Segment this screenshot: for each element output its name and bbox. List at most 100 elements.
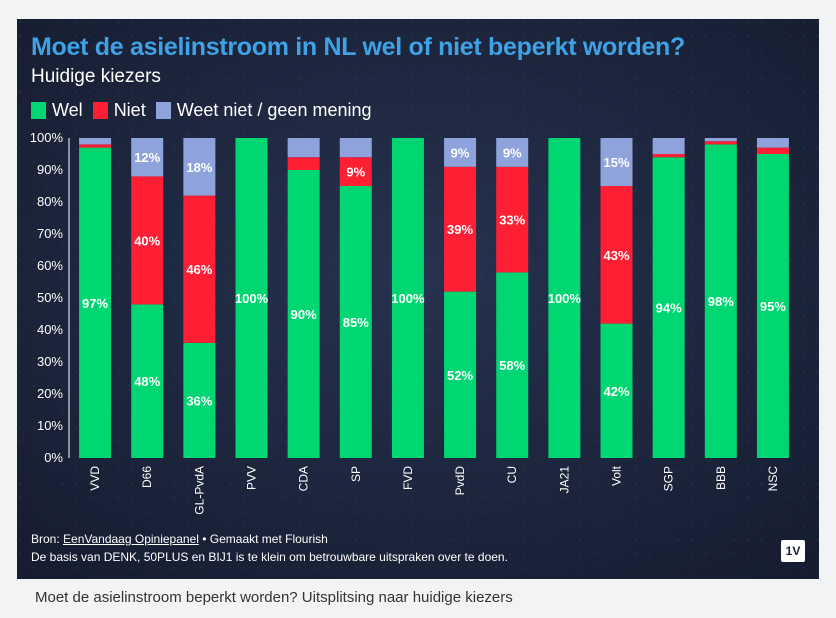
data-label-d66-weet-niet-geen-mening: 12%: [134, 150, 160, 165]
legend-label-weet-niet: Weet niet / geen mening: [176, 100, 372, 120]
data-label-pvdd-weet-niet-geen-mening: 9%: [451, 145, 470, 160]
bar-pvdd-niet: [444, 166, 477, 292]
made-with: • Gemaakt met Flourish: [198, 532, 328, 546]
bar-volt-wel: [600, 323, 633, 458]
x-tick-label-cda: CDA: [297, 466, 311, 491]
bar-sp-niet: [339, 157, 372, 186]
chart-subtitle: Huidige kiezers: [31, 66, 161, 87]
bar-nsc-wel: [756, 154, 789, 458]
x-tick-label-fvd: FVD: [401, 466, 415, 490]
bar-volt-weet-niet-geen-mening: [600, 138, 633, 186]
y-tick-label: 20%: [37, 386, 63, 401]
bar-cda-niet: [287, 157, 320, 170]
bar-gl-pvda-niet: [183, 195, 216, 343]
figure-caption: Moet de asielinstroom beperkt worden? Ui…: [35, 589, 513, 606]
data-label-cu-wel: 58%: [499, 358, 525, 373]
data-label-sp-niet: 9%: [346, 165, 365, 180]
x-tick-label-volt: Volt: [610, 465, 624, 486]
legend-swatch-wel: [31, 102, 46, 119]
data-label-sgp-wel: 94%: [656, 301, 682, 316]
x-tick-label-ja21: JA21: [557, 466, 571, 494]
legend-item-wel[interactable]: Wel: [31, 100, 83, 121]
bar-sgp-weet-niet-geen-mening: [652, 138, 685, 154]
data-label-ja21-wel: 100%: [548, 291, 582, 306]
bar-vvd-wel: [79, 147, 112, 458]
bar-pvdd-weet-niet-geen-mening: [444, 138, 477, 167]
bar-nsc-weet-niet-geen-mening: [756, 138, 789, 148]
y-tick-label: 60%: [37, 258, 63, 273]
data-label-pvdd-wel: 52%: [447, 368, 473, 383]
bar-gl-pvda-wel: [183, 342, 216, 458]
data-label-volt-wel: 42%: [603, 384, 629, 399]
chart-footer: Bron: EenVandaag Opiniepanel • Gemaakt m…: [31, 530, 508, 566]
data-label-volt-weet-niet-geen-mening: 15%: [603, 155, 629, 170]
data-label-d66-niet: 40%: [134, 233, 160, 248]
data-label-cu-niet: 33%: [499, 213, 525, 228]
bar-d66-niet: [131, 176, 164, 305]
x-tick-label-bbb: BBB: [714, 466, 728, 490]
bar-d66-weet-niet-geen-mening: [131, 138, 164, 177]
x-tick-label-gl-pvda: GL-PvdA: [192, 466, 206, 515]
bar-bbb-niet: [704, 141, 737, 145]
bar-bbb-wel: [704, 144, 737, 458]
y-tick-label: 70%: [37, 226, 63, 241]
bar-pvdd-wel: [444, 291, 477, 458]
bar-bbb-weet-niet-geen-mening: [704, 138, 737, 142]
data-label-d66-wel: 48%: [134, 374, 160, 389]
y-tick-label: 30%: [37, 354, 63, 369]
chart-title: Moet de asielinstroom in NL wel of niet …: [31, 33, 685, 61]
x-tick-label-cu: CU: [505, 466, 519, 483]
data-label-pvv-wel: 100%: [235, 291, 269, 306]
legend-item-weet-niet[interactable]: Weet niet / geen mening: [155, 100, 372, 121]
x-tick-label-sgp: SGP: [662, 466, 676, 491]
y-tick-label: 40%: [37, 322, 63, 337]
x-tick-label-vvd: VVD: [88, 466, 102, 491]
data-label-cu-weet-niet-geen-mening: 9%: [503, 145, 522, 160]
bar-pvv-wel: [235, 138, 268, 458]
footnote: De basis van DENK, 50PLUS en BIJ1 is te …: [31, 550, 508, 564]
y-tick-label: 90%: [37, 162, 63, 177]
bar-sp-weet-niet-geen-mening: [339, 138, 372, 158]
source-prefix: Bron:: [31, 532, 64, 546]
data-label-bbb-wel: 98%: [708, 294, 734, 309]
legend-swatch-weet-niet: [155, 102, 171, 119]
bar-vvd-niet: [79, 144, 112, 148]
legend-label-niet: Niet: [113, 100, 146, 120]
source-link[interactable]: EenVandaag Opiniepanel: [63, 532, 199, 546]
x-tick-label-nsc: NSC: [766, 466, 780, 492]
data-label-cda-wel: 90%: [291, 307, 317, 322]
data-label-pvdd-niet: 39%: [447, 222, 473, 237]
bar-volt-niet: [600, 186, 633, 324]
y-tick-label: 80%: [37, 194, 63, 209]
data-label-gl-pvda-weet-niet-geen-mening: 18%: [186, 160, 212, 175]
chart-card: Moet de asielinstroom in NL wel of niet …: [17, 19, 819, 579]
legend-item-niet[interactable]: Niet: [92, 100, 146, 121]
bar-fvd-wel: [391, 138, 424, 458]
legend-swatch-niet: [92, 102, 108, 119]
data-label-volt-niet: 43%: [603, 248, 629, 263]
data-label-nsc-wel: 95%: [760, 299, 786, 314]
x-tick-label-pvv: PVV: [245, 466, 259, 490]
bar-vvd-weet-niet-geen-mening: [79, 138, 112, 145]
bar-ja21-wel: [548, 138, 581, 458]
data-label-sp-wel: 85%: [343, 315, 369, 330]
legend-label-wel: Wel: [52, 100, 83, 120]
bar-cda-wel: [287, 170, 320, 458]
bar-cu-wel: [496, 272, 529, 458]
bar-cda-weet-niet-geen-mening: [287, 138, 320, 158]
bar-sgp-wel: [652, 157, 685, 458]
data-label-gl-pvda-wel: 36%: [186, 393, 212, 408]
bar-gl-pvda-weet-niet-geen-mening: [183, 138, 216, 196]
data-label-gl-pvda-niet: 46%: [186, 262, 212, 277]
bar-d66-wel: [131, 304, 164, 458]
bar-sp-wel: [339, 186, 372, 458]
stacked-bar-chart: 0% 10% 20% 30% 40% 50% 60% 70% 80% 90% 100% 97% VVD 4…: [30, 130, 789, 515]
y-tick-label: 0%: [44, 450, 63, 465]
y-tick-label: 10%: [37, 418, 63, 433]
bar-nsc-niet: [756, 147, 789, 154]
y-tick-label: 50%: [37, 290, 63, 305]
x-tick-label-sp: SP: [349, 466, 363, 482]
y-tick-label: 100%: [30, 130, 64, 145]
x-tick-label-pvdd: PvdD: [453, 466, 467, 496]
x-tick-label-d66: D66: [140, 466, 154, 488]
